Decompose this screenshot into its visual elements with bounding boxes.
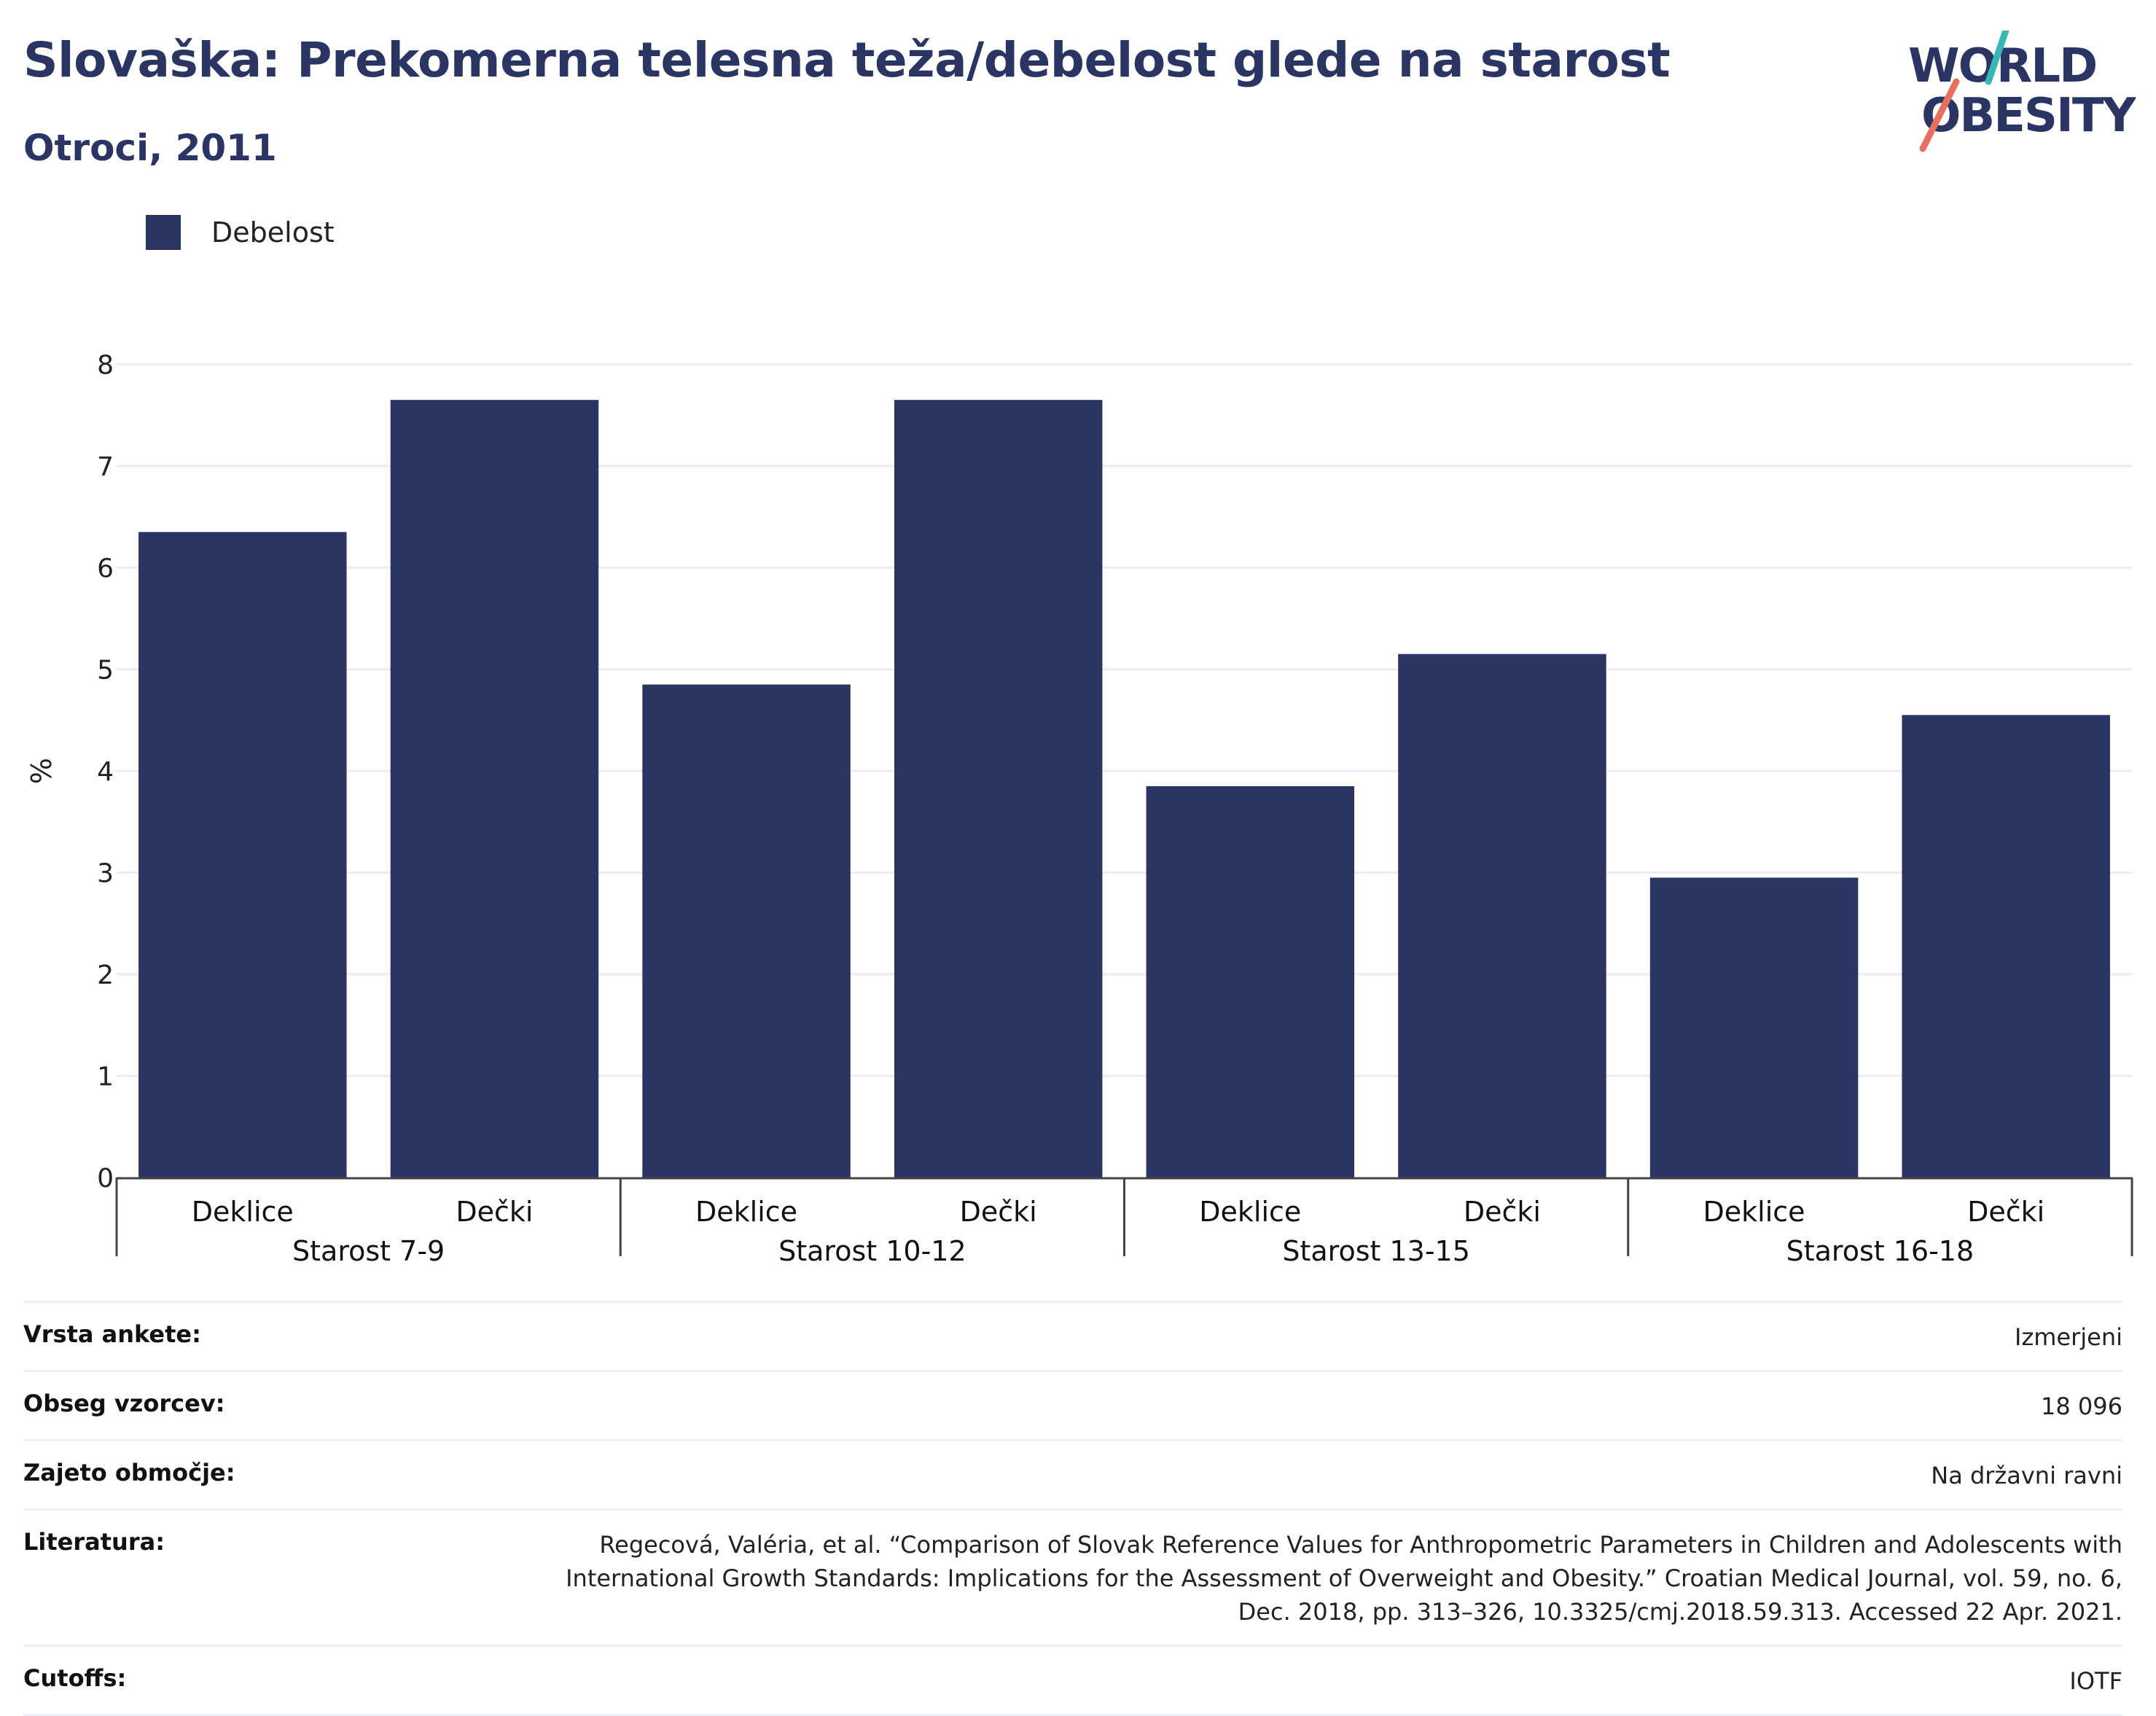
y-tick-label: 7 xyxy=(97,452,114,482)
literature-label: Literatura: xyxy=(23,1528,165,1556)
bar xyxy=(642,684,851,1178)
bar xyxy=(138,532,347,1178)
chart-title: Slovaška: Prekomerna telesna teža/debelo… xyxy=(23,32,1671,88)
sample-size-value: 18 096 xyxy=(2041,1392,2122,1420)
literature-line: Dec. 2018, pp. 313–326, 10.3325/cmj.2018… xyxy=(1238,1598,2122,1626)
y-tick-label: 1 xyxy=(97,1062,114,1092)
y-tick-label: 4 xyxy=(97,757,114,787)
bar-chart: 0 1 2 3 4 5 6 7 8% Deklice Dečki Starost 7-9 Deklice… xyxy=(26,350,2133,1267)
literature-line: International Growth Standards: Implicat… xyxy=(566,1564,2122,1592)
x-tick-label: Deklice xyxy=(1199,1196,1301,1228)
cutoffs-value: IOTF xyxy=(2069,1667,2122,1695)
survey-info-table: Vrsta ankete: Izmerjeni Obseg vzorcev: 1… xyxy=(23,1301,2122,1716)
survey-type-value: Izmerjeni xyxy=(2015,1323,2122,1351)
bar xyxy=(1902,715,2110,1178)
coverage-value: Na državni ravni xyxy=(1931,1462,2122,1489)
legend[interactable]: Debelost xyxy=(146,215,335,250)
bar xyxy=(1649,877,1859,1178)
y-tick-label: 5 xyxy=(97,656,114,686)
y-tick-label: 8 xyxy=(97,350,114,380)
y-tick-label: 3 xyxy=(97,859,114,889)
x-tick-label: Dečki xyxy=(1464,1196,1541,1228)
cutoffs-label: Cutoffs: xyxy=(23,1664,127,1692)
y-tick-label: 6 xyxy=(97,554,114,584)
bar xyxy=(390,399,599,1178)
x-group-label: Starost 16-18 xyxy=(1786,1235,1975,1267)
x-tick-label: Dečki xyxy=(960,1196,1037,1228)
info-row-sample-size: Obseg vzorcev: 18 096 xyxy=(23,1370,2122,1439)
info-row-literature: Literatura: Regecová, Valéria, et al. “C… xyxy=(23,1508,2122,1645)
y-tick-label: 2 xyxy=(97,960,114,990)
chart-subtitle: Otroci, 2011 xyxy=(23,127,277,169)
sample-size-label: Obseg vzorcev: xyxy=(23,1390,225,1417)
logo-slash-teal xyxy=(1985,31,2009,85)
info-row-survey-type: Vrsta ankete: Izmerjeni xyxy=(23,1301,2122,1370)
x-tick-label: Dečki xyxy=(1967,1196,2044,1228)
x-group-label: Starost 13-15 xyxy=(1282,1235,1470,1267)
legend-swatch xyxy=(146,215,181,250)
y-axis-label: % xyxy=(26,758,58,784)
info-row-cutoffs: Cutoffs: IOTF xyxy=(23,1645,2122,1716)
logo-slash-coral xyxy=(1919,78,1960,152)
bar xyxy=(894,399,1103,1178)
x-tick-label: Deklice xyxy=(192,1196,294,1228)
coverage-label: Zajeto območje: xyxy=(23,1459,235,1486)
x-tick-label: Deklice xyxy=(1703,1196,1805,1228)
info-row-coverage: Zajeto območje: Na državni ravni xyxy=(23,1439,2122,1508)
survey-type-label: Vrsta ankete: xyxy=(23,1320,201,1348)
y-tick-label: 0 xyxy=(97,1164,114,1194)
bar xyxy=(1398,654,1606,1178)
x-tick-label: Deklice xyxy=(695,1196,797,1228)
x-group-label: Starost 10-12 xyxy=(778,1235,966,1267)
legend-label: Debelost xyxy=(211,216,335,248)
logo-word-2: OBESITY xyxy=(1921,89,2136,143)
x-group-label: Starost 7-9 xyxy=(292,1235,445,1267)
literature-value: Regecová, Valéria, et al. “Comparison of… xyxy=(566,1528,2122,1629)
world-obesity-logo: WORLD OBESITY xyxy=(1908,31,2136,152)
literature-line: Regecová, Valéria, et al. “Comparison of… xyxy=(599,1531,2122,1559)
bar xyxy=(1146,785,1355,1178)
x-tick-label: Dečki xyxy=(456,1196,533,1228)
